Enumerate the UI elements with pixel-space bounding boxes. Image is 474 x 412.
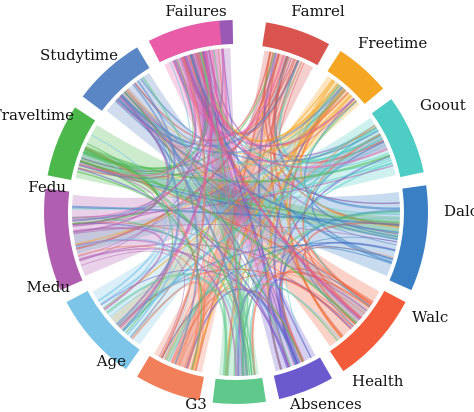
ribbon-chord xyxy=(257,52,291,368)
ribbon-chord xyxy=(72,53,204,226)
ribbon-chord xyxy=(98,61,193,302)
ribbon-chord xyxy=(78,243,368,312)
segment-label-goout: Goout xyxy=(420,96,466,114)
segment-arc-g3 xyxy=(137,356,204,401)
ribbon-chord xyxy=(311,140,394,261)
ribbon-chord xyxy=(109,268,341,340)
segment-label-traveltime: Traveltime xyxy=(0,106,74,124)
ribbon-chord xyxy=(79,58,194,175)
segment-arc-freetime xyxy=(327,50,384,105)
segment-arc-medu xyxy=(43,188,83,291)
ribbon-chord xyxy=(83,52,276,169)
ribbon-chord xyxy=(78,57,197,177)
segment-label-health: Health xyxy=(352,372,404,390)
ribbon-chord xyxy=(120,95,290,368)
ribbon-chord xyxy=(91,134,166,301)
segment-arc-fedu xyxy=(47,107,96,180)
ribbon-chord xyxy=(72,80,176,222)
ribbon-band-failures xyxy=(174,48,249,376)
ribbon-chord xyxy=(181,56,362,319)
ribbon-chord xyxy=(129,56,290,338)
segment-label-age: Age xyxy=(96,352,126,370)
ribbon-chord xyxy=(170,89,347,364)
ribbon-chord xyxy=(302,246,392,327)
segment-label-medu: Medu xyxy=(27,278,71,296)
ribbon-layer xyxy=(71,48,401,377)
ribbon-chord xyxy=(142,76,256,376)
segment-label-walc: Walc xyxy=(412,308,448,326)
ribbon-chord xyxy=(126,89,357,154)
segment-arc-famrel xyxy=(262,22,330,66)
ribbon-chord xyxy=(139,78,379,163)
ribbon-chord xyxy=(73,227,165,311)
segment-arc-health xyxy=(273,357,332,400)
ribbon-chord xyxy=(77,245,205,372)
segment-label-dalc: Dalc xyxy=(444,202,474,220)
ribbon-chord xyxy=(72,205,400,227)
segment-label-g3: G3 xyxy=(185,395,207,412)
segment-arc-age xyxy=(66,290,140,370)
segment-label-failures: Failures xyxy=(165,2,226,20)
ribbon-chord xyxy=(75,238,172,336)
ribbon-chord xyxy=(72,49,216,219)
ribbon-chord xyxy=(77,167,289,368)
ribbon-chord xyxy=(267,277,353,370)
segment-arc-traveltime xyxy=(82,47,150,111)
ribbon-chord xyxy=(224,95,353,376)
ribbon-chord xyxy=(76,170,304,363)
segment-arc-layer xyxy=(43,20,428,404)
ribbon-chord xyxy=(105,273,228,376)
ribbon-chord xyxy=(78,52,276,257)
segment-label-freetime: Freetime xyxy=(358,34,427,52)
ribbon-chord xyxy=(303,98,399,238)
ribbon-chord xyxy=(119,50,213,329)
segment-arc-dalc xyxy=(389,185,428,291)
ribbon-chord xyxy=(226,283,339,376)
ribbon-chord xyxy=(204,50,243,376)
ribbon-chord xyxy=(72,222,352,330)
ribbon-chord xyxy=(84,149,253,376)
segment-label-absences: Absences xyxy=(289,395,362,412)
segment-arc-studytime xyxy=(148,20,222,63)
segment-arc-absences xyxy=(212,377,267,404)
ribbon-chord xyxy=(159,56,206,359)
ribbon-chord xyxy=(202,51,312,359)
ribbon-chord xyxy=(80,250,185,358)
segment-label-famrel: Famrel xyxy=(291,2,345,20)
segment-arc-goout xyxy=(371,99,424,178)
segment-label-studytime: Studytime xyxy=(40,46,118,64)
ribbon-chord xyxy=(115,60,196,149)
ribbon-chord xyxy=(107,272,191,360)
ribbon-chord xyxy=(164,61,303,360)
segment-arc-walc xyxy=(329,290,406,372)
ribbon-chord xyxy=(132,83,199,365)
ribbon-chord xyxy=(125,89,206,371)
ribbon-chord xyxy=(249,162,393,376)
segment-label-fedu: Fedu xyxy=(28,178,66,196)
ribbon-chord xyxy=(170,52,213,363)
